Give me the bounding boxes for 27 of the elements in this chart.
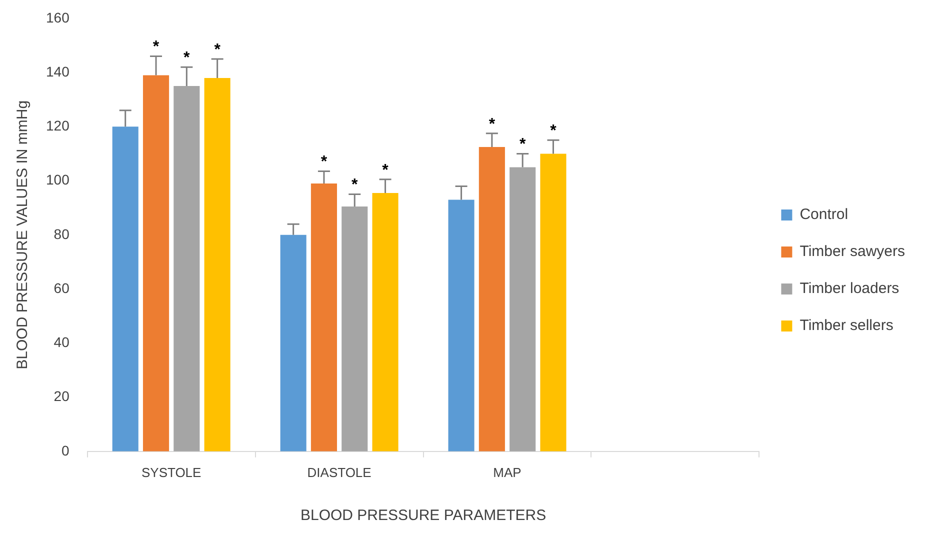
annotation: * xyxy=(550,122,558,140)
y-tick-label: 40 xyxy=(54,334,70,350)
x-axis-title: BLOOD PRESSURE PARAMETERS xyxy=(300,507,546,524)
x-tick-label: DIASTOLE xyxy=(307,464,372,480)
legend-label: Control xyxy=(800,206,848,224)
y-tick-label: 100 xyxy=(46,172,70,188)
annotation: * xyxy=(352,176,359,194)
y-tick-label: 160 xyxy=(46,9,70,26)
legend-label: Timber sellers xyxy=(800,317,894,334)
y-tick-label: 80 xyxy=(54,226,70,242)
y-tick-label: 140 xyxy=(46,63,70,80)
y-axis-title: BLOOD PRESSURE VALUES IN mmHg xyxy=(14,100,32,370)
annotation: * xyxy=(320,154,328,171)
annotation: * xyxy=(488,116,496,133)
annotation: * xyxy=(152,38,160,56)
y-tick-label: 0 xyxy=(62,442,70,458)
legend-label: Timber sawyers xyxy=(800,243,906,260)
y-tick-label: 60 xyxy=(54,280,70,296)
annotation: * xyxy=(184,50,191,67)
annotation: * xyxy=(214,41,222,58)
legend-label: Timber loaders xyxy=(800,280,900,298)
annotation: * xyxy=(382,162,390,179)
x-tick-label: MAP xyxy=(493,464,522,480)
annotation: * xyxy=(519,136,526,154)
x-tick-label: SYSTOLE xyxy=(141,464,202,480)
y-tick-label: 20 xyxy=(54,388,70,404)
y-tick-label: 120 xyxy=(46,118,70,134)
